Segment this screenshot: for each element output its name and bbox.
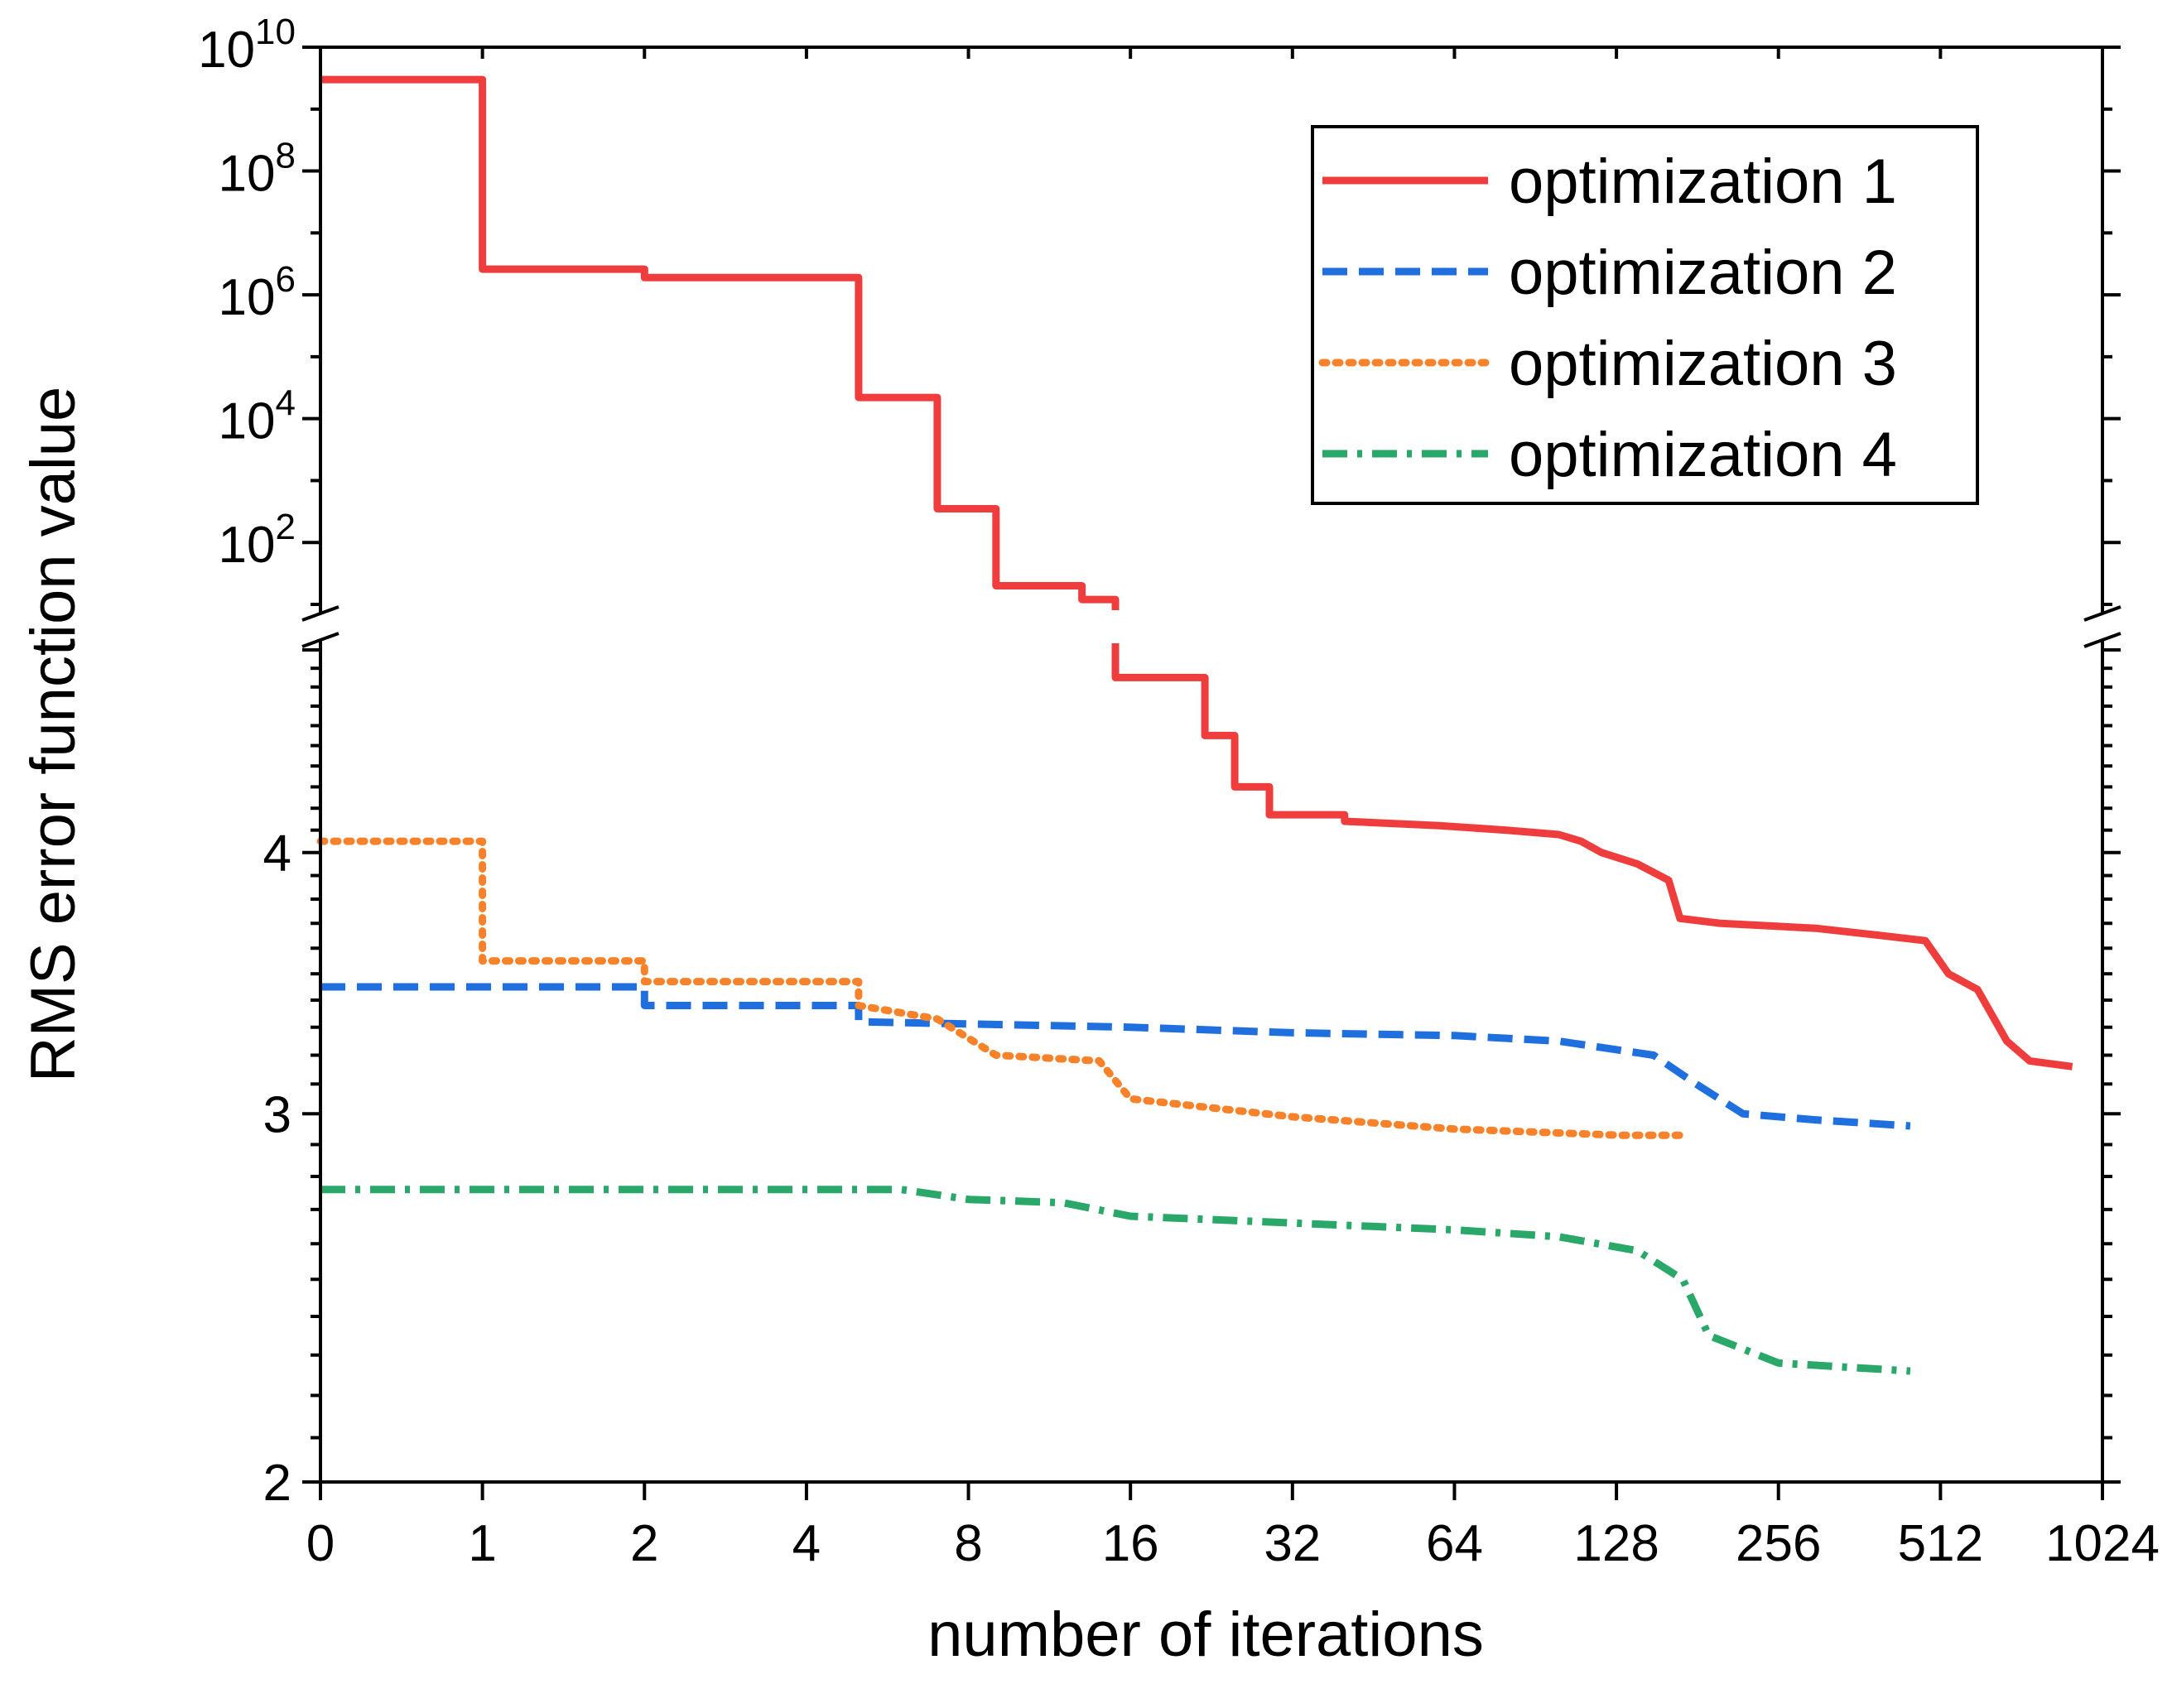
y-axis-title: RMS error function value (18, 387, 89, 1083)
axis-layer: 0 1 2 4 8 16 32 64 128 256 512 10241010108106104102… (198, 12, 2160, 1572)
axis-break-mark-left-b (301, 632, 340, 648)
legend-label-3: optimization 3 (1509, 329, 1897, 399)
plot-layer (316, 75, 2101, 1375)
axis-break-mark-right-a (2083, 605, 2121, 622)
series-line-4 (320, 1186, 1911, 1375)
x-tick-label-512: 512 (1898, 1515, 1983, 1572)
series-line-1 (320, 75, 2073, 1071)
y-lower-tick-label-3: 3 (263, 1086, 291, 1143)
tick-base: 10 (219, 146, 276, 203)
legend: optimization 1 optimization 2 optimization… (1311, 125, 1979, 505)
axis-break-gap (322, 610, 2101, 643)
x-tick-label-2: 2 (630, 1515, 658, 1572)
series-line-3 (316, 837, 1687, 1139)
tick-base: 10 (219, 393, 276, 450)
series-line-2 (320, 983, 1911, 1130)
x-tick-label-32: 32 (1264, 1515, 1321, 1572)
x-tick-label-8: 8 (954, 1515, 982, 1572)
tick-exponent: 6 (276, 259, 296, 300)
tick-base: 10 (198, 22, 255, 79)
y-upper-tick-label-8: 108 (219, 136, 296, 203)
y-upper-tick-label-4: 104 (219, 383, 296, 450)
y-lower-tick-label-2: 2 (263, 1455, 291, 1512)
tick-base: 10 (219, 517, 276, 574)
legend-label-1: optimization 1 (1509, 147, 1897, 217)
x-tick-label-1024: 1024 (2045, 1515, 2160, 1572)
x-tick-label-0: 0 (306, 1515, 335, 1572)
axis-break-mark-left-a (301, 605, 340, 622)
axis-break-mark-right-b (2083, 632, 2121, 648)
tick-exponent: 10 (255, 12, 296, 52)
x-tick-label-1: 1 (468, 1515, 496, 1572)
x-tick-label-16: 16 (1102, 1515, 1159, 1572)
tick-exponent: 2 (276, 507, 296, 547)
y-upper-tick-label-2: 102 (219, 507, 296, 574)
x-tick-label-256: 256 (1736, 1515, 1821, 1572)
x-axis-title: number of iterations (927, 1600, 1484, 1670)
legend-label-2: optimization 2 (1509, 238, 1897, 308)
tick-base: 10 (219, 269, 276, 326)
y-lower-tick-label-4: 4 (263, 825, 291, 883)
x-tick-label-128: 128 (1573, 1515, 1659, 1572)
y-upper-tick-label-10: 1010 (198, 12, 296, 79)
x-tick-label-64: 64 (1426, 1515, 1483, 1572)
y-upper-tick-label-6: 106 (219, 259, 296, 326)
tick-exponent: 4 (276, 383, 296, 424)
legend-box (1311, 125, 1979, 505)
legend-label-4: optimization 4 (1509, 420, 1897, 490)
tick-exponent: 8 (276, 136, 296, 176)
x-tick-label-4: 4 (792, 1515, 821, 1572)
